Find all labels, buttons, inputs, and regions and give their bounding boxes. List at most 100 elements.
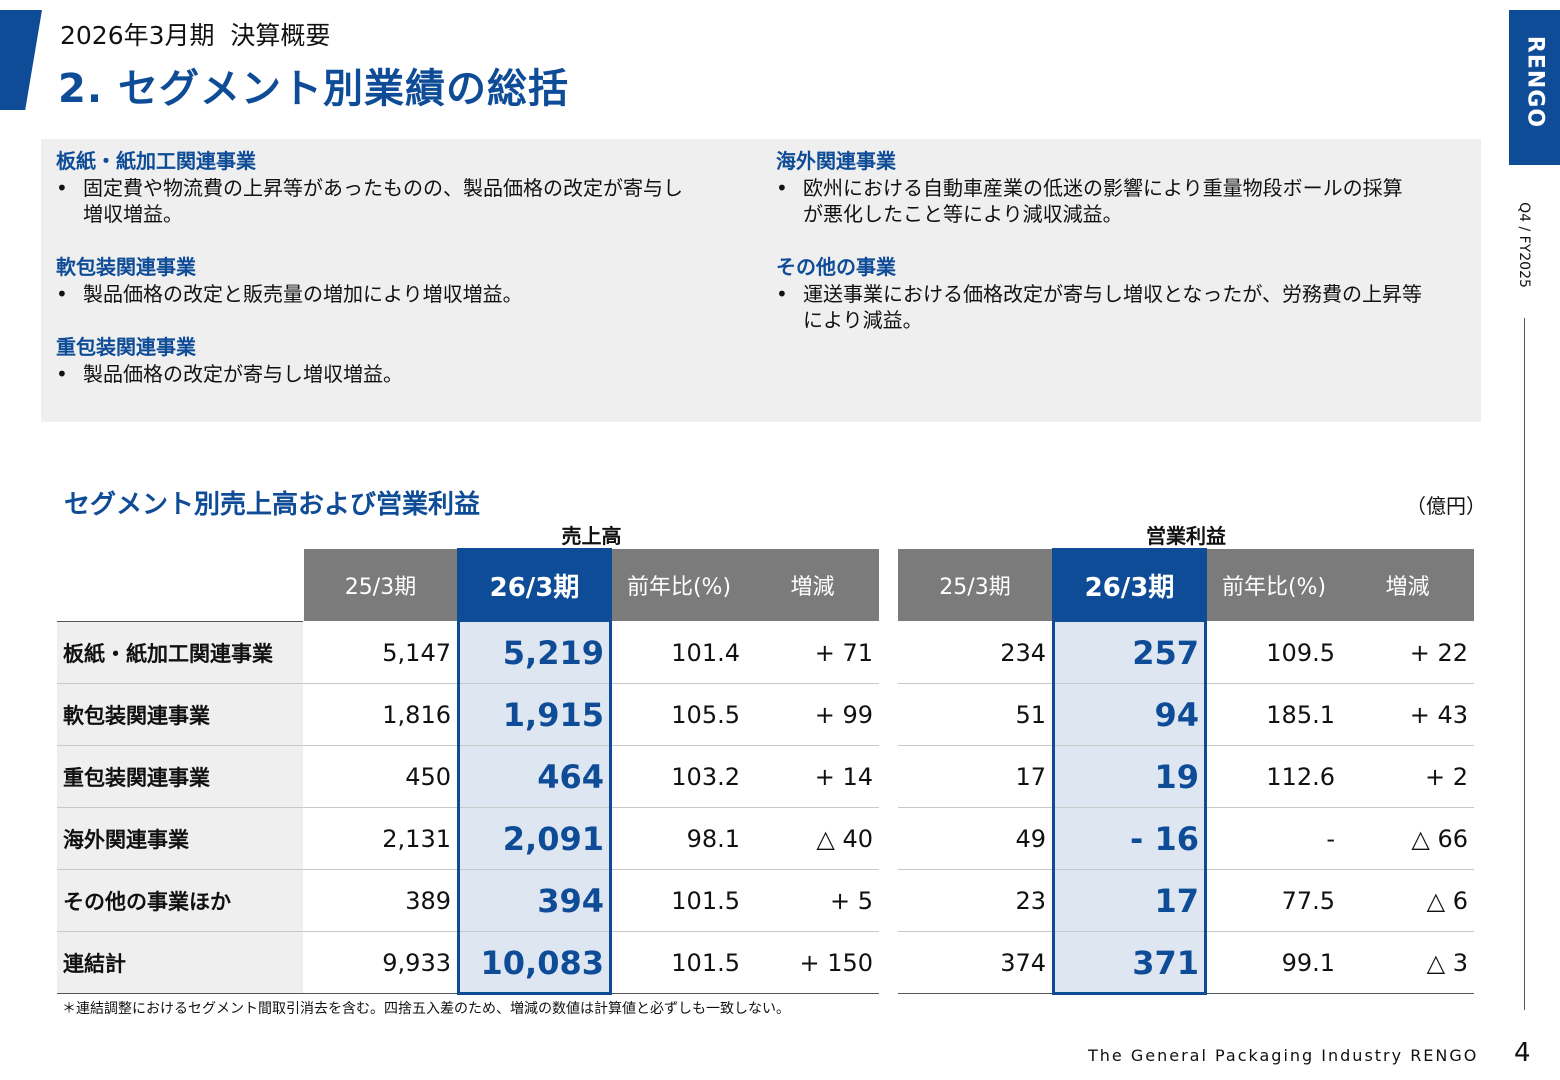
table-cell: + 99 (814, 700, 873, 729)
table-cell: + 71 (814, 638, 873, 667)
column-header: 26/3期 (1052, 548, 1207, 622)
row-label: 重包装関連事業 (57, 746, 303, 807)
table-cell: - (1326, 824, 1335, 853)
summary-heading: 軟包装関連事業 (56, 255, 196, 279)
table-cell: 77.5 (1281, 886, 1335, 915)
table-cell: 394 (457, 870, 612, 931)
summary-line: により減益。 (803, 308, 923, 332)
table-cell: 101.5 (671, 948, 740, 977)
row-divider (57, 683, 879, 684)
summary-text: 製品価格の改定が寄与し増収増益。 (83, 361, 403, 387)
summary-line: 固定費や物流費の上昇等があったものの、製品価格の改定が寄与し (83, 176, 683, 200)
page-subtitle: 2026年3月期 決算概要 (60, 21, 331, 50)
row-label: 海外関連事業 (57, 808, 303, 869)
side-divider (1524, 318, 1525, 1010)
table-cell: 17 (1052, 870, 1207, 931)
table-cell: + 2 (1424, 762, 1468, 791)
table-cell: 10,083 (457, 932, 612, 993)
group-label: 売上高 (561, 524, 622, 548)
summary-bullet: • 製品価格の改定が寄与し増収増益。 (56, 361, 746, 387)
table-cell: 23 (1015, 886, 1046, 915)
summary-section: 海外関連事業 • 欧州における自動車産業の低迷の影響により重量物段ボールの採算 が悪化… (776, 148, 1466, 227)
row-divider (898, 683, 1474, 684)
page-number: 4 (1514, 1038, 1531, 1068)
summary-heading: その他の事業 (776, 255, 896, 279)
table-cell: 101.4 (671, 638, 740, 667)
summary-panel (41, 139, 1481, 422)
column-header: 25/3期 (304, 549, 457, 621)
table-cell: 112.6 (1266, 762, 1335, 791)
column-header: 増減 (746, 549, 879, 621)
table-cell: 2,091 (457, 808, 612, 869)
table-cell: 99.1 (1281, 948, 1335, 977)
summary-bullet: • 欧州における自動車産業の低迷の影響により重量物段ボールの採算 が悪化したこと等に… (776, 175, 1466, 227)
summary-heading: 板紙・紙加工関連事業 (56, 149, 256, 173)
summary-line: 増収増益。 (83, 202, 183, 226)
table-cell: 371 (1052, 932, 1207, 993)
table-cell: 2,131 (382, 824, 451, 853)
summary-line: 製品価格の改定と販売量の増加により増収増益。 (83, 282, 523, 306)
row-label: 軟包装関連事業 (57, 684, 303, 745)
table-cell: + 14 (814, 762, 873, 791)
row-divider (57, 993, 879, 994)
summary-section: 板紙・紙加工関連事業 • 固定費や物流費の上昇等があったものの、製品価格の改定が寄与… (56, 148, 746, 227)
bullet-icon: • (776, 176, 788, 200)
table-cell: △ 3 (1426, 948, 1468, 977)
page-title: 2. セグメント別業績の総括 (58, 66, 569, 112)
summary-bullet: • 運送事業における価格改定が寄与し増収となったが、労務費の上昇等 により減益。 (776, 281, 1466, 333)
table-top-line (57, 621, 303, 622)
summary-heading: 重包装関連事業 (56, 335, 196, 359)
table-cell: 17 (1015, 762, 1046, 791)
row-divider (898, 745, 1474, 746)
summary-line: 製品価格の改定が寄与し増収増益。 (83, 362, 403, 386)
summary-bullet: • 製品価格の改定と販売量の増加により増収増益。 (56, 281, 746, 307)
table-cell: 1,915 (457, 684, 612, 745)
group-label: 営業利益 (1146, 524, 1226, 548)
table-cell: △ 40 (816, 824, 873, 853)
footer-company: The General Packaging Industry RENGO (1088, 1046, 1479, 1065)
table-cell: 19 (1052, 746, 1207, 807)
summary-section: その他の事業 • 運送事業における価格改定が寄与し増収となったが、労務費の上昇等 によ… (776, 254, 1466, 333)
table-cell: 1,816 (382, 700, 451, 729)
row-divider (898, 869, 1474, 870)
period-label: Q4 / FY2025 (1516, 202, 1532, 288)
summary-text: 固定費や物流費の上昇等があったものの、製品価格の改定が寄与し 増収増益。 (83, 175, 683, 227)
table-cell: - 16 (1052, 808, 1207, 869)
table-cell: + 43 (1409, 700, 1468, 729)
table-cell: 109.5 (1266, 638, 1335, 667)
table-cell: △ 6 (1426, 886, 1468, 915)
table-cell: △ 66 (1411, 824, 1468, 853)
table-cell: 464 (457, 746, 612, 807)
row-divider (57, 807, 879, 808)
table-cell: 450 (405, 762, 451, 791)
accent-bar (0, 10, 42, 110)
bullet-icon: • (56, 362, 68, 386)
row-label: 板紙・紙加工関連事業 (57, 622, 303, 683)
row-divider (898, 993, 1474, 994)
row-divider (57, 931, 879, 932)
column-header: 前年比(%) (1207, 549, 1341, 621)
summary-line: 欧州における自動車産業の低迷の影響により重量物段ボールの採算 (803, 176, 1403, 200)
table-cell: 98.1 (686, 824, 740, 853)
row-divider (57, 869, 879, 870)
summary-text: 製品価格の改定と販売量の増加により増収増益。 (83, 281, 523, 307)
table-cell: 94 (1052, 684, 1207, 745)
table-cell: + 150 (799, 948, 873, 977)
summary-bullet: • 固定費や物流費の上昇等があったものの、製品価格の改定が寄与し 増収増益。 (56, 175, 746, 227)
table-cell: + 22 (1409, 638, 1468, 667)
table-cell: 389 (405, 886, 451, 915)
column-header: 前年比(%) (612, 549, 746, 621)
summary-text: 欧州における自動車産業の低迷の影響により重量物段ボールの採算 が悪化したこと等によ… (803, 175, 1403, 227)
logo (1509, 10, 1560, 165)
table-cell: 105.5 (671, 700, 740, 729)
table-cell: 185.1 (1266, 700, 1335, 729)
table-title: セグメント別売上高および営業利益 (64, 490, 481, 520)
table-cell: 9,933 (382, 948, 451, 977)
table-cell: 5,147 (382, 638, 451, 667)
bullet-icon: • (776, 282, 788, 306)
row-divider (898, 807, 1474, 808)
bullet-icon: • (56, 282, 68, 306)
summary-line: 運送事業における価格改定が寄与し増収となったが、労務費の上昇等 (803, 282, 1422, 306)
column-header: 増減 (1341, 549, 1474, 621)
summary-section: 軟包装関連事業 • 製品価格の改定と販売量の増加により増収増益。 (56, 254, 746, 307)
